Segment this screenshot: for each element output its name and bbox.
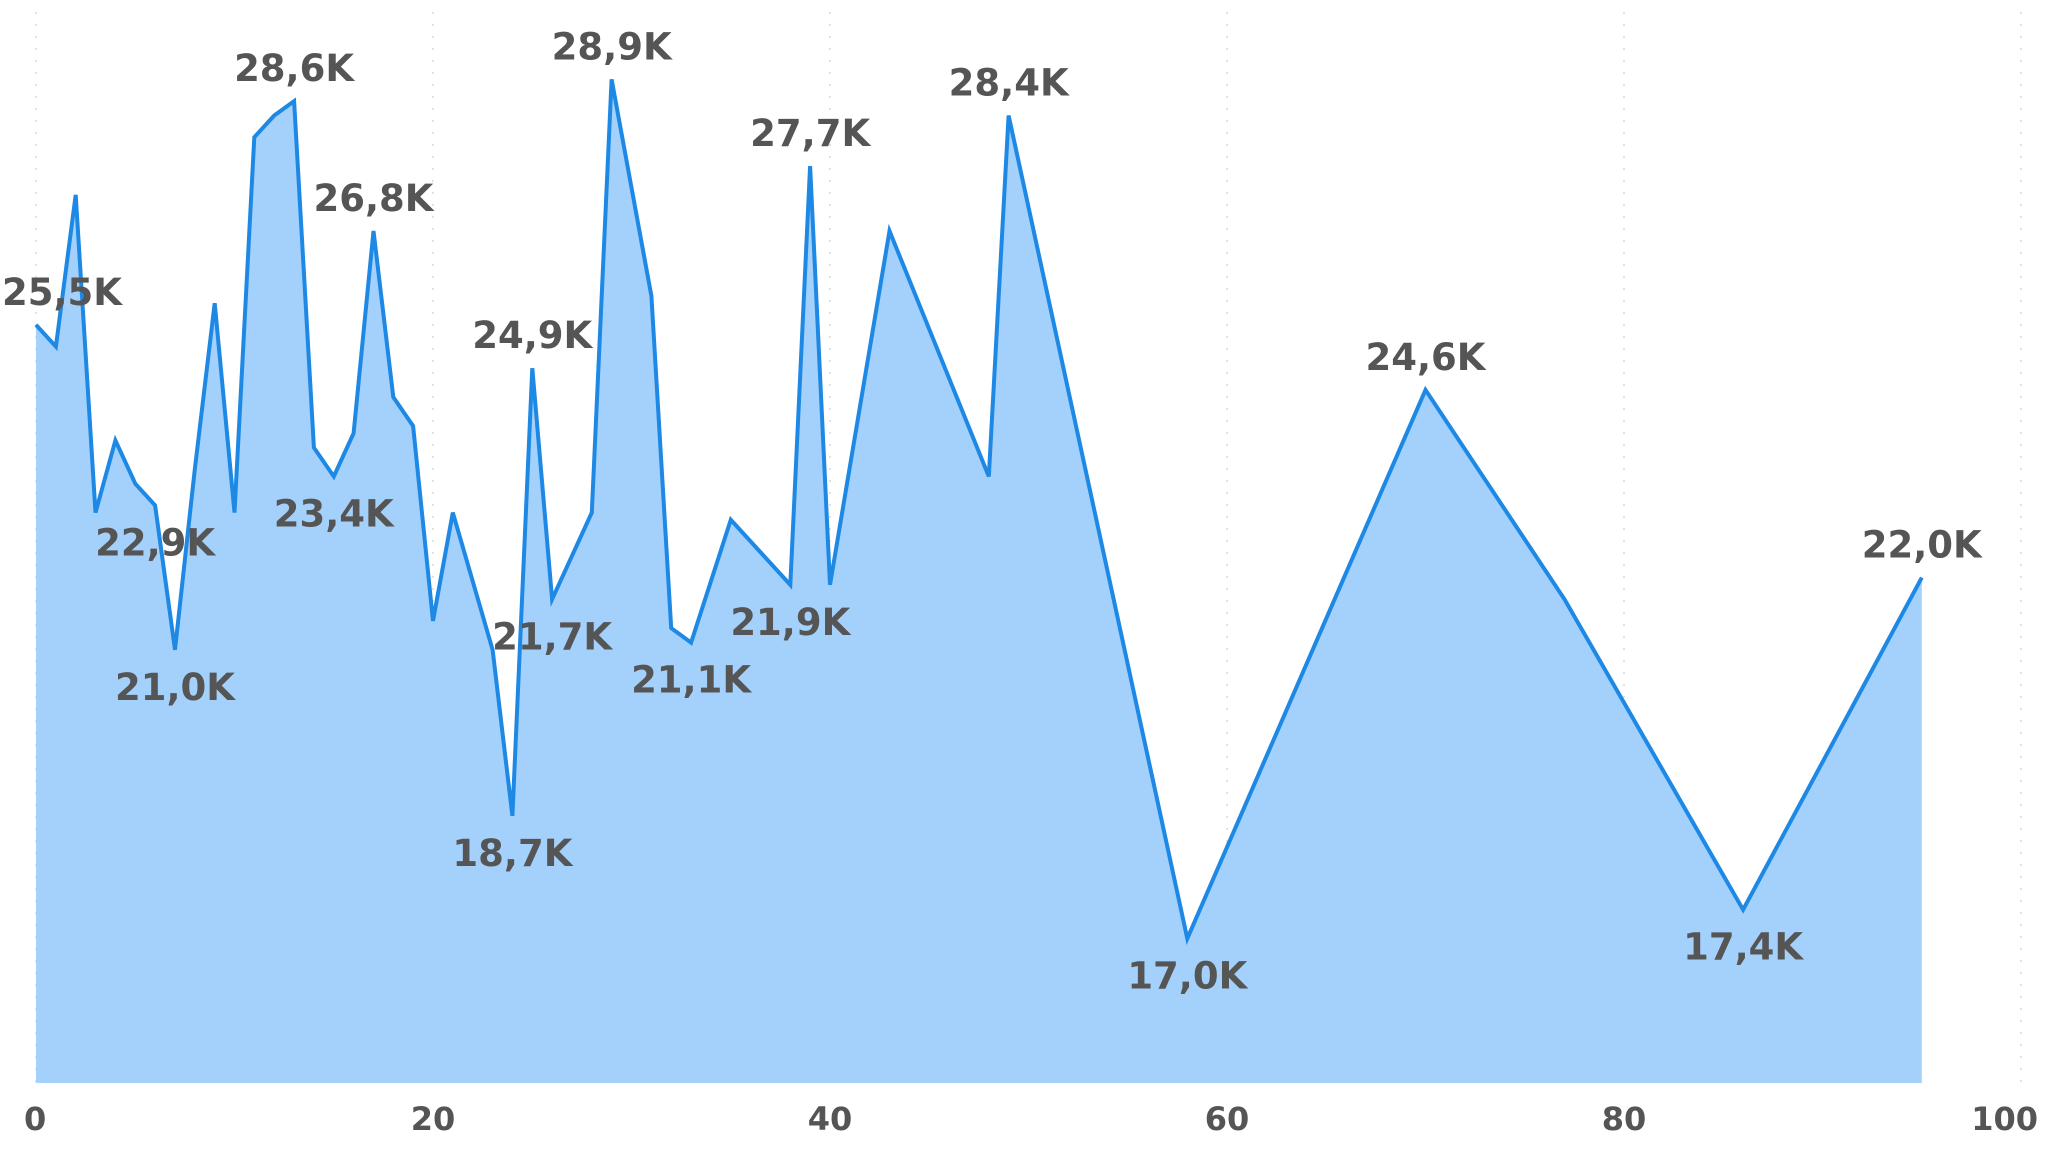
data-label-8: 21,7K — [492, 615, 613, 658]
data-label-15: 24,6K — [1366, 336, 1487, 379]
x-tick-label-2: 40 — [808, 1100, 853, 1138]
data-label-4: 23,4K — [274, 493, 395, 536]
data-label-2: 21,0K — [115, 666, 236, 709]
data-label-0: 25,5K — [2, 271, 123, 314]
data-label-3: 28,6K — [234, 47, 355, 90]
x-axis: 0 20 40 60 80 100 — [24, 1100, 2038, 1138]
data-label-16: 17,4K — [1683, 926, 1804, 969]
data-label-17: 22,0K — [1862, 524, 1983, 567]
data-label-11: 21,9K — [730, 601, 851, 644]
area-fill — [36, 79, 1922, 1083]
x-tick-label-0: 0 — [24, 1100, 46, 1138]
data-label-10: 21,1K — [631, 659, 752, 702]
data-label-14: 17,0K — [1127, 955, 1248, 998]
data-label-13: 28,4K — [949, 62, 1070, 105]
data-label-layer: 25,5K 22,9K 21,0K 28,6K 23,4K 26,8K 18,7K 24,9K… — [2, 25, 1983, 997]
series-line — [34, 79, 1924, 946]
data-label-1: 22,9K — [95, 521, 216, 564]
data-label-7: 24,9K — [472, 314, 593, 357]
area-layer — [34, 79, 1924, 1083]
data-label-5: 26,8K — [313, 177, 434, 220]
x-tick-label-4: 80 — [1602, 1100, 1647, 1138]
data-label-9: 28,9K — [552, 25, 673, 68]
x-tick-label-3: 60 — [1205, 1100, 1250, 1138]
x-tick-label-5: 100 — [1971, 1100, 2038, 1138]
x-tick-label-1: 20 — [411, 1100, 456, 1138]
data-label-6: 18,7K — [452, 832, 573, 875]
data-label-12: 27,7K — [750, 112, 871, 155]
